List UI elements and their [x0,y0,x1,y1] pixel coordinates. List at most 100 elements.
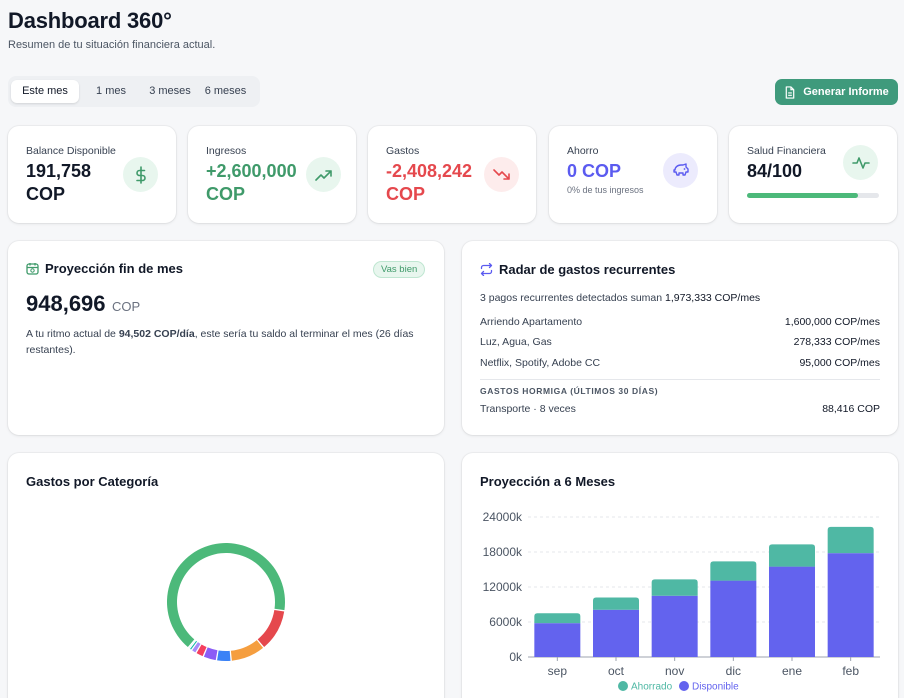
generate-report-button[interactable]: Generar Informe [775,79,898,105]
projection-bar-chart: 0k 6000k 12000k 18000k 24000k sep oct nov dic ene… [483,510,880,693]
period-tab-1-mes[interactable]: 1 mes [96,85,126,97]
bar-segment-ahorrado[interactable] [534,613,581,624]
donut-slice[interactable] [188,640,196,648]
kpi-value: 0 COP [567,161,622,181]
kpi-card-salud: Salud Financiera 84/100 [729,126,897,223]
recurring-item-name: Luz, Agua, Gas [480,336,552,348]
projection-value-row: 948,696 COP [26,291,140,317]
bar-segment-disponible[interactable] [710,580,757,657]
trending-down-icon [484,157,519,192]
donut-slice[interactable] [192,642,201,653]
projection-description: A tu ritmo actual de 94,502 COP/día, est… [26,326,426,358]
kpi-note: 0% de tus ingresos [567,185,644,195]
x-tick-label: ene [782,664,802,678]
divider [480,379,880,380]
pulse-icon [843,145,878,180]
radar-summary: 3 pagos recurrentes detectados suman 1,9… [480,292,760,304]
bar-segment-disponible[interactable] [827,553,874,657]
kpi-card-balance: Balance Disponible 191,758 COP [8,126,176,223]
x-tick-label: feb [842,664,859,678]
x-tick-label: oct [608,664,625,678]
x-tick-label: sep [548,664,568,678]
legend-swatch [679,681,689,691]
projection-6m-title: Proyección a 6 Meses [480,474,616,489]
kpi-value: 191,758 COP [26,160,136,206]
projection-desc-pre: A tu ritmo actual de [26,328,119,340]
kpi-card-ahorro: Ahorro 0 COP 0% de tus ingresos [549,126,717,223]
y-tick-label: 6000k [489,615,523,629]
projection-card: Proyección fin de mes Vas bien 948,696 C… [8,241,444,435]
kpi-label: Ingresos [206,145,247,157]
y-tick-label: 12000k [483,580,523,594]
hormiga-item-amount: 88,416 COP [822,403,880,415]
trending-up-icon [306,157,341,192]
period-selector: Este mes 1 mes 3 meses 6 meses [8,76,260,107]
kpi-value-amount: +2,600,000 [206,161,297,181]
y-tick-label: 24000k [483,510,523,524]
kpi-label: Ahorro [567,145,599,157]
projection-value: 948,696 [26,291,106,316]
kpi-value-currency: COP [26,184,66,204]
radar-summary-total: 1,973,333 COP/mes [665,292,761,304]
bar-segment-ahorrado[interactable] [651,579,698,596]
x-tick-label: dic [726,664,741,678]
kpi-value-amount: -2,408,242 [386,161,473,181]
legend-label: Disponible [692,682,739,693]
document-icon [785,85,795,99]
period-tab-3-meses[interactable]: 3 meses [149,85,191,97]
bar-segment-ahorrado[interactable] [593,597,639,610]
hormiga-section-title: GASTOS HORMIGA (ÚLTIMOS 30 DÍAS) [480,386,659,396]
bar-segment-disponible[interactable] [769,566,815,657]
radar-title: Radar de gastos recurrentes [499,262,676,277]
projection-6m-card: Proyección a 6 Meses 0k 6000k 12000k 18000k… [462,453,898,698]
calendar-icon [26,263,39,275]
projection-title: Proyección fin de mes [45,261,183,276]
donut-slice[interactable] [217,650,231,662]
recurring-item-amount: 95,000 COP/mes [799,357,880,369]
kpi-value-currency: COP [206,184,246,204]
kpi-card-gastos: Gastos -2,408,242 COP [368,126,536,223]
kpi-value: 84/100 [747,161,803,181]
recurring-item-name: Arriendo Apartamento [480,316,583,328]
kpi-label: Gastos [386,145,420,157]
kpi-label: Balance Disponible [26,145,116,157]
recurring-item-amount: 1,600,000 COP/mes [784,316,880,328]
period-tab-6-meses[interactable]: 6 meses [204,85,247,97]
kpi-value: -2,408,242 COP [386,160,506,206]
recurring-item-name: Netflix, Spotify, Adobe CC [480,357,601,369]
donut-slice[interactable] [190,640,197,650]
recurring-item-amount: 278,333 COP/mes [793,336,880,348]
radar-summary-pre: 3 pagos recurrentes detectados suman [480,292,666,304]
kpi-value-amount: 191,758 [26,161,92,181]
donut-slice[interactable] [196,644,207,657]
bar-segment-ahorrado[interactable] [827,526,874,554]
status-badge: Vas bien [373,261,426,278]
kpi-card-ingresos: Ingresos +2,600,000 COP [188,126,356,223]
page-subtitle: Resumen de tu situación financiera actua… [8,39,216,51]
x-tick-label: nov [665,664,684,678]
bar-segment-disponible[interactable] [651,595,698,657]
donut-slice[interactable] [166,543,285,648]
kpi-label: Salud Financiera [747,145,826,157]
hormiga-item-name: Transporte · 8 veces [480,403,576,415]
bar-segment-ahorrado[interactable] [710,561,757,581]
donut-slice[interactable] [257,609,285,648]
donut-slice[interactable] [203,647,218,661]
projection-rate: 94,502 COP/día [118,328,195,340]
bar-segment-disponible[interactable] [534,623,581,657]
categories-card: Gastos por Categoría [8,453,444,698]
projection-currency: COP [111,299,141,314]
radar-card: Radar de gastos recurrentes 3 pagos recu… [462,241,898,435]
kpi-value: +2,600,000 COP [206,160,326,206]
categories-title: Gastos por Categoría [26,474,159,489]
health-score-fill [747,193,858,198]
generate-report-label: Generar Informe [803,86,889,98]
category-donut-chart [166,543,285,662]
health-score-bar [747,193,879,198]
bar-segment-ahorrado[interactable] [769,544,815,567]
donut-slice[interactable] [230,640,264,661]
period-tab-este-mes[interactable]: Este mes [11,80,79,103]
repeat-icon [480,263,493,276]
bar-segment-disponible[interactable] [593,609,639,657]
y-tick-label: 18000k [483,545,523,559]
